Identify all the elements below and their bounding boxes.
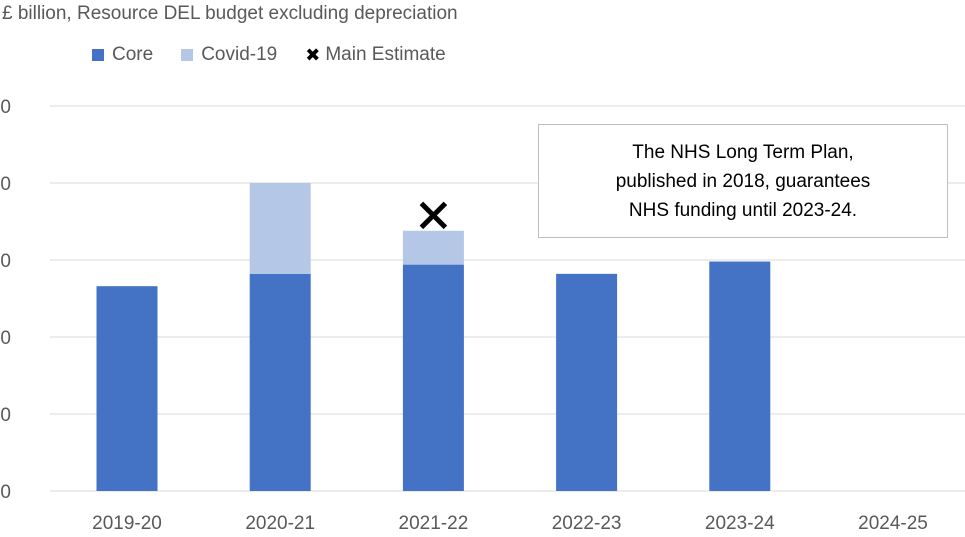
x-tick-label: 2019-20 <box>92 513 162 534</box>
y-tick-label: 250 <box>0 97 11 118</box>
y-tick-label: 100 <box>0 328 11 349</box>
y-tick-label: 0 <box>0 482 11 503</box>
bar-covid-19 <box>249 183 311 274</box>
legend-swatch-core <box>92 49 104 61</box>
y-tick-label: 50 <box>0 405 11 426</box>
x-mark-stroke <box>419 201 448 230</box>
bar-core <box>556 273 618 491</box>
bar-core <box>96 286 158 491</box>
bar-core <box>709 261 771 491</box>
x-tick-label: 2020-21 <box>245 513 315 534</box>
annotation-box: The NHS Long Term Plan, published in 201… <box>538 124 948 238</box>
marker-main-estimate <box>419 201 448 230</box>
legend-label-main-estimate: Main Estimate <box>325 44 446 65</box>
x-tick-label: 2023-24 <box>705 513 775 534</box>
x-tick-label: 2022-23 <box>552 513 622 534</box>
x-mark-icon: ✖ <box>305 45 321 65</box>
x-tick-label: 2024-25 <box>858 513 928 534</box>
legend-item-main-estimate: ✖ Main Estimate <box>305 44 445 66</box>
legend-label-core: Core <box>112 44 154 65</box>
legend-item-core: Core <box>92 44 153 66</box>
x-tick-label: 2021-22 <box>399 513 469 534</box>
chart-legend: Core Covid-19 ✖ Main Estimate <box>92 44 474 66</box>
legend-swatch-covid <box>181 49 194 61</box>
bar-covid-19 <box>402 230 464 265</box>
y-tick-label: 200 <box>0 174 11 195</box>
chart-subtitle: £ billion, Resource DEL budget excluding… <box>2 3 458 24</box>
bar-core <box>249 273 311 491</box>
legend-label-covid: Covid-19 <box>201 44 278 65</box>
bar-core <box>402 264 464 491</box>
legend-item-covid: Covid-19 <box>181 44 277 66</box>
y-tick-label: 150 <box>0 251 11 272</box>
